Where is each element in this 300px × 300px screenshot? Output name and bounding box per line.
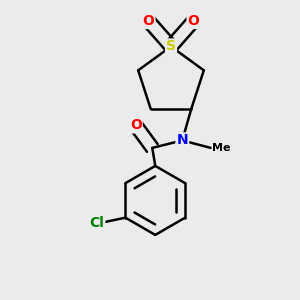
Text: S: S xyxy=(166,40,176,53)
Text: O: O xyxy=(130,118,142,132)
Text: Cl: Cl xyxy=(89,216,104,230)
Text: Me: Me xyxy=(212,143,231,153)
Text: N: N xyxy=(176,134,188,147)
Text: O: O xyxy=(188,14,200,28)
Text: O: O xyxy=(142,14,154,28)
